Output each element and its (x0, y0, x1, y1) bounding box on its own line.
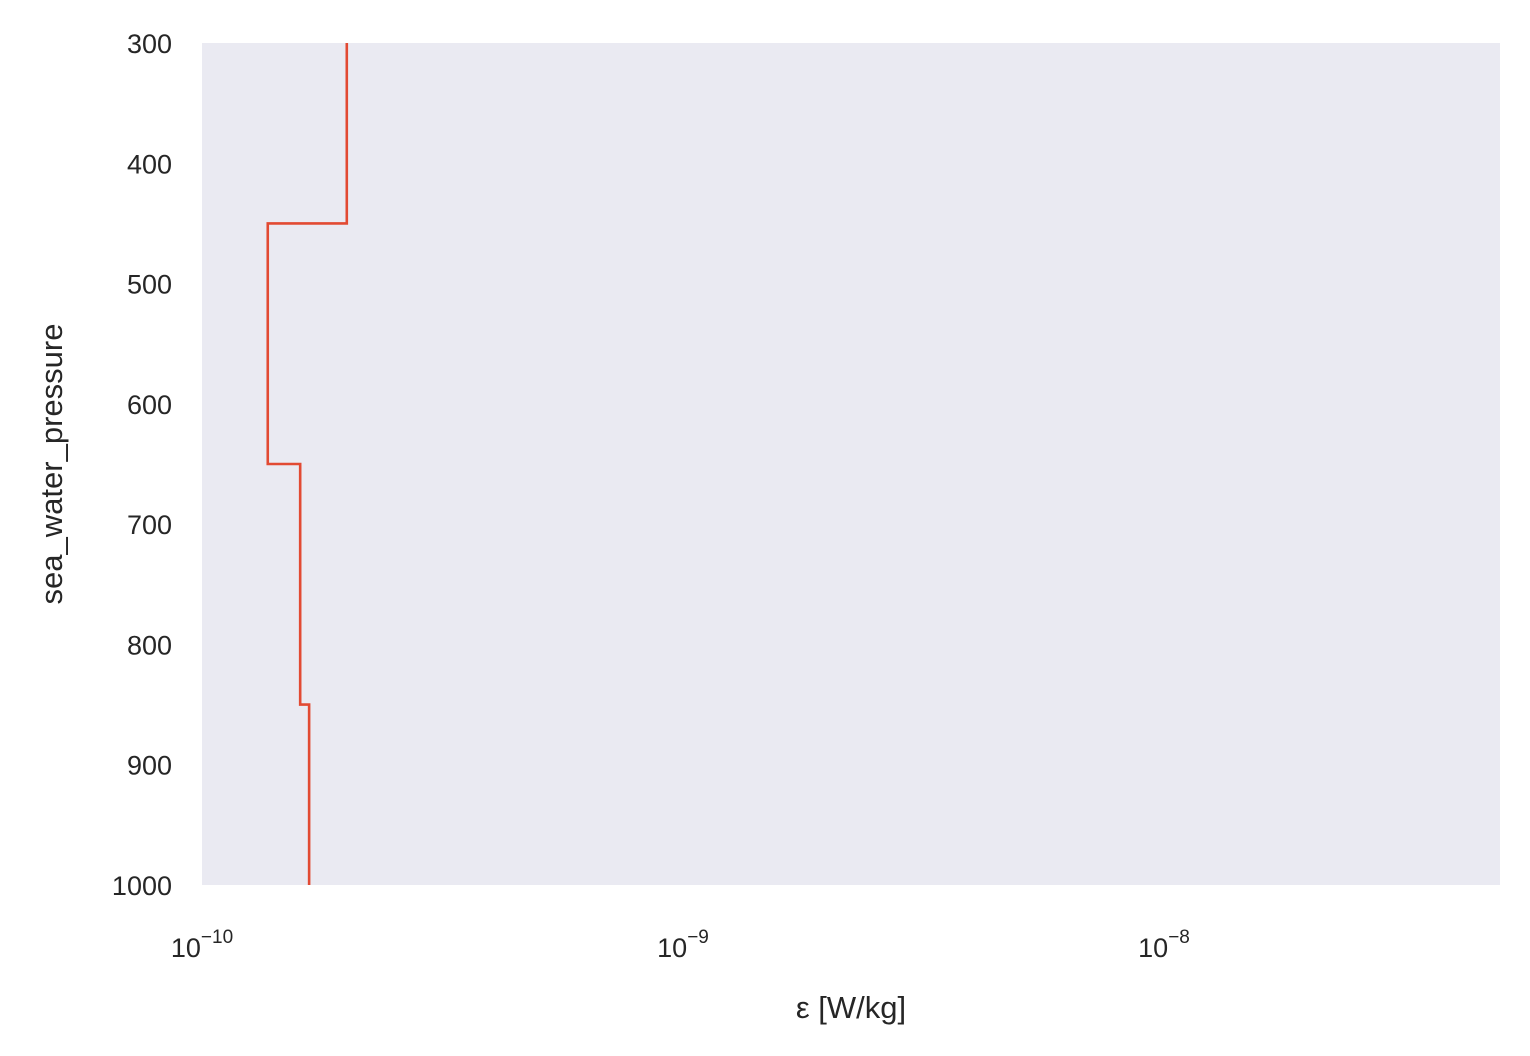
x-tick-label: 10−10 (171, 927, 233, 963)
y-tick-label: 1000 (112, 871, 172, 901)
y-tick-label: 400 (127, 149, 172, 179)
y-tick-label: 500 (127, 270, 172, 300)
series-line-group (266, 43, 349, 885)
series-line (266, 43, 349, 885)
x-axis-label: ε [W/kg] (796, 990, 906, 1025)
y-tick-label: 600 (127, 390, 172, 420)
x-tick-label: 10−9 (657, 927, 709, 963)
plot-area (202, 43, 1500, 885)
y-tick-label: 800 (127, 630, 172, 660)
y-axis-label: sea_water_pressure (34, 324, 69, 605)
x-tick-label: 10−8 (1138, 927, 1190, 963)
x-axis-ticks: 10−10 10−9 10−8 (171, 927, 1190, 963)
y-tick-label: 300 (127, 29, 172, 59)
y-axis-ticks: 300 400 500 600 700 800 900 1000 (112, 29, 172, 901)
y-tick-label: 700 (127, 510, 172, 540)
y-tick-label: 900 (127, 751, 172, 781)
